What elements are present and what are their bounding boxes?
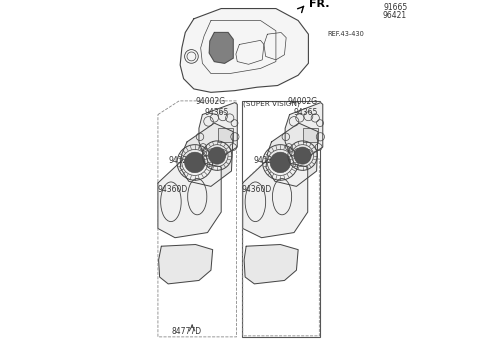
- Text: 94002G: 94002G: [195, 97, 226, 106]
- Polygon shape: [332, 21, 425, 92]
- Polygon shape: [180, 9, 309, 92]
- Text: 94120A: 94120A: [253, 156, 283, 165]
- Circle shape: [270, 152, 290, 173]
- Polygon shape: [266, 123, 318, 186]
- Circle shape: [294, 147, 311, 164]
- Text: 96421: 96421: [382, 11, 407, 20]
- Text: 94360D: 94360D: [158, 185, 188, 194]
- Circle shape: [208, 147, 226, 164]
- Polygon shape: [158, 159, 221, 238]
- Text: 94365: 94365: [293, 108, 317, 117]
- Text: 94002G: 94002G: [288, 97, 318, 106]
- Polygon shape: [199, 103, 237, 157]
- Text: 84777D: 84777D: [172, 327, 202, 336]
- Circle shape: [185, 152, 205, 173]
- Bar: [394, 48, 409, 61]
- Bar: [303, 128, 318, 142]
- Text: REF.43-430: REF.43-430: [327, 31, 364, 37]
- Text: FR.: FR.: [309, 0, 330, 9]
- Polygon shape: [158, 245, 213, 284]
- Text: 94360D: 94360D: [242, 185, 272, 194]
- Bar: [242, 101, 320, 337]
- Polygon shape: [180, 123, 233, 186]
- Polygon shape: [209, 32, 233, 63]
- Polygon shape: [244, 245, 298, 284]
- Text: 91665: 91665: [384, 3, 408, 12]
- Polygon shape: [243, 159, 308, 238]
- Text: (SUPER VISION): (SUPER VISION): [243, 101, 300, 107]
- Text: 94365: 94365: [204, 108, 228, 117]
- Text: 94120A: 94120A: [168, 156, 198, 165]
- Bar: [218, 128, 233, 142]
- Polygon shape: [285, 103, 323, 157]
